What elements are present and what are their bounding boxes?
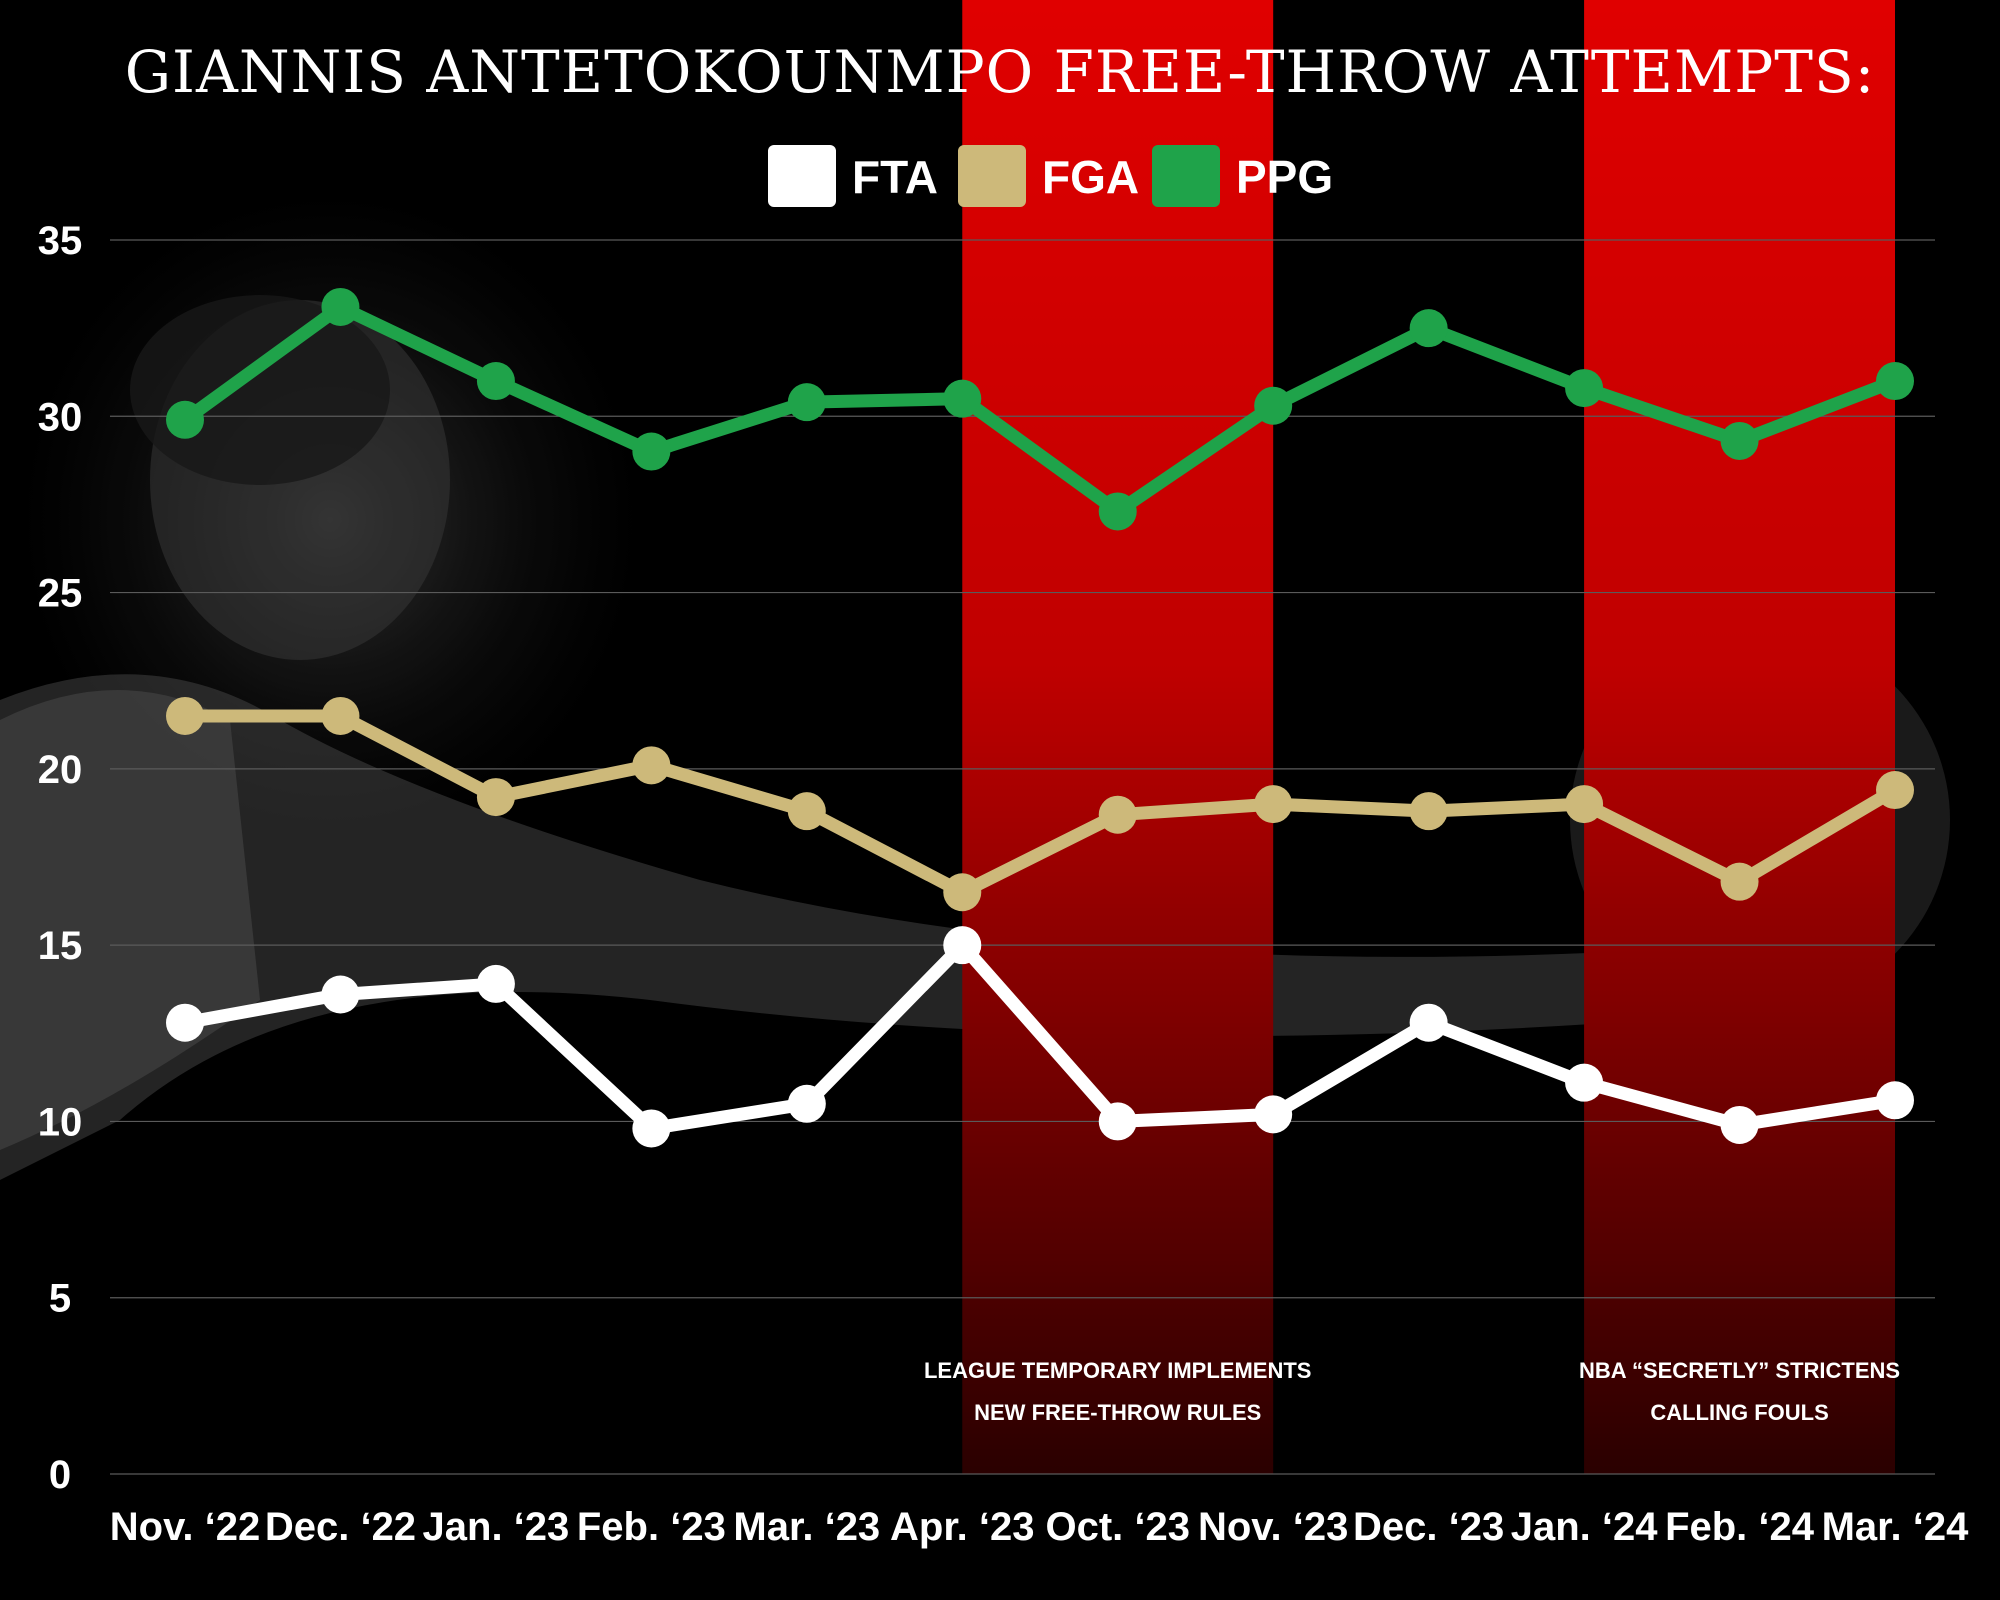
data-point-fta <box>1098 1102 1137 1141</box>
data-point-ppg <box>1254 386 1293 425</box>
data-point-fga <box>1098 795 1137 834</box>
data-point-fta <box>476 964 515 1003</box>
data-point-ppg <box>787 383 826 422</box>
data-point-ppg <box>321 287 360 326</box>
x-tick-label: Dec. ‘22 <box>265 1505 416 1549</box>
data-point-fga <box>1876 771 1914 810</box>
y-tick-label: 15 <box>38 924 83 968</box>
data-point-ppg <box>943 379 982 418</box>
y-tick-label: 30 <box>38 395 83 439</box>
data-point-fga <box>1720 862 1759 901</box>
data-point-ppg <box>1565 369 1604 408</box>
data-point-fta <box>943 926 982 965</box>
y-tick-label: 5 <box>49 1277 71 1321</box>
highlight-band <box>1584 0 1895 1474</box>
data-point-fga <box>476 778 515 817</box>
band-annotations: LEAGUE TEMPORARY IMPLEMENTS NEW FREE-THRO… <box>924 1358 1900 1425</box>
x-tick-label: Nov. ‘23 <box>1198 1505 1348 1549</box>
x-tick-label: Nov. ‘22 <box>110 1505 260 1549</box>
chart-title: GIANNIS ANTETOKOUNMPO FREE-THROW ATTEMPT… <box>125 38 1876 106</box>
data-point-ppg <box>476 362 515 401</box>
x-tick-label: Jan. ‘23 <box>423 1505 570 1549</box>
x-tick-label: Mar. ‘23 <box>733 1505 880 1549</box>
x-tick-label: Oct. ‘23 <box>1045 1505 1190 1549</box>
y-tick-label: 25 <box>38 572 83 616</box>
data-point-ppg <box>632 432 671 471</box>
data-point-fta <box>787 1084 826 1123</box>
data-point-fga <box>1565 785 1604 824</box>
data-point-fga <box>166 696 204 735</box>
band-annotation-line: CALLING FOULS <box>1650 1400 1828 1425</box>
highlight-band <box>962 0 1274 1474</box>
data-point-fta <box>1254 1095 1293 1134</box>
data-point-fta <box>321 975 360 1014</box>
y-axis-ticks: 0 5 10 15 20 25 30 35 <box>38 219 83 1497</box>
data-point-fga <box>1254 785 1293 824</box>
data-point-ppg <box>1720 421 1759 460</box>
series-lines <box>166 287 1914 1148</box>
data-point-ppg <box>1409 309 1448 348</box>
x-tick-label: Apr. ‘23 <box>890 1505 1035 1549</box>
series-line-fta <box>178 938 1902 1135</box>
x-axis-ticks: Nov. ‘22 Dec. ‘22 Jan. ‘23 Feb. ‘23 Mar. ‘23… <box>110 1505 1969 1549</box>
series-line-ppg <box>178 300 1902 518</box>
data-point-fga <box>632 746 671 785</box>
legend-swatch-fta <box>768 145 836 207</box>
data-point-fta <box>632 1109 671 1148</box>
legend-swatch-fga <box>958 145 1026 207</box>
legend-label-fga: FGA <box>1042 151 1139 203</box>
gridlines <box>110 239 1935 1475</box>
data-point-ppg <box>166 400 204 439</box>
legend-label-ppg: PPG <box>1236 151 1333 203</box>
x-tick-label: Feb. ‘23 <box>577 1505 726 1549</box>
y-tick-label: 0 <box>49 1453 71 1497</box>
data-point-fta <box>166 1003 204 1042</box>
x-tick-label: Jan. ‘24 <box>1511 1505 1659 1549</box>
data-point-fta <box>1409 1003 1448 1042</box>
y-tick-label: 35 <box>38 219 83 263</box>
data-point-fga <box>321 696 360 735</box>
legend-label-fta: FTA <box>852 151 938 203</box>
data-point-fga <box>787 792 826 831</box>
series-line-fga <box>178 709 1902 899</box>
x-tick-label: Mar. ‘24 <box>1822 1505 1970 1549</box>
data-point-ppg <box>1098 492 1137 531</box>
legend: FTA FGA PPG <box>768 145 1333 207</box>
data-point-fta <box>1565 1063 1604 1102</box>
x-tick-label: Dec. ‘23 <box>1353 1505 1504 1549</box>
band-annotation-line: NEW FREE-THROW RULES <box>974 1400 1261 1425</box>
legend-swatch-ppg <box>1152 145 1220 207</box>
band-annotation-line: LEAGUE TEMPORARY IMPLEMENTS <box>924 1358 1311 1383</box>
data-point-fga <box>943 873 982 912</box>
band-annotation-line: NBA “SECRETLY” STRICTENS <box>1579 1358 1900 1383</box>
highlight-bands <box>962 0 1895 1474</box>
y-tick-label: 20 <box>38 748 83 792</box>
data-point-ppg <box>1876 362 1914 401</box>
y-tick-label: 10 <box>38 1100 83 1144</box>
data-point-fga <box>1409 792 1448 831</box>
x-tick-label: Feb. ‘24 <box>1665 1505 1815 1549</box>
data-point-fta <box>1720 1105 1759 1144</box>
data-point-fta <box>1876 1081 1914 1120</box>
